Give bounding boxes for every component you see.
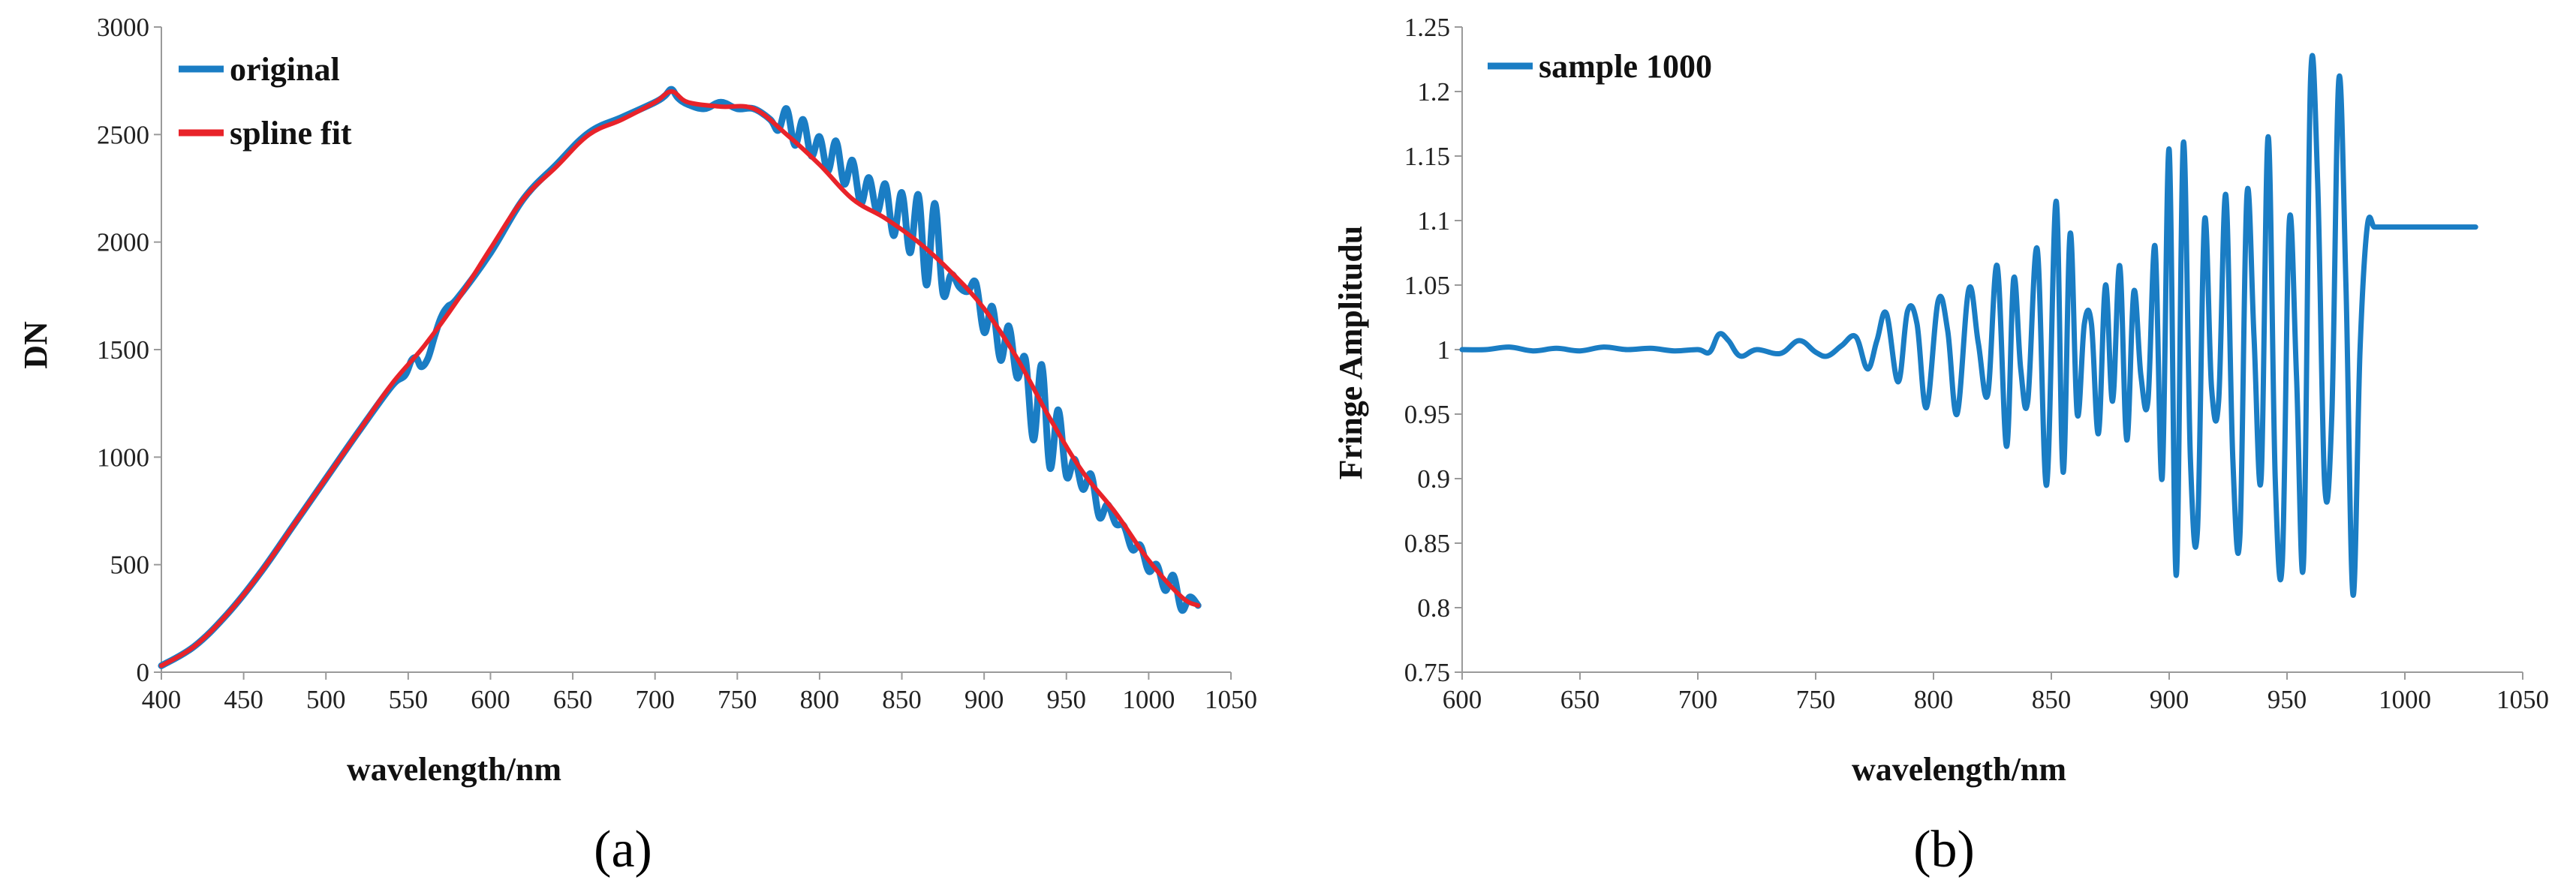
a-x-tick-label: 1050 [1205, 685, 1257, 714]
b-series-group [1459, 53, 2478, 598]
a-y-tick-label: 1500 [97, 335, 149, 365]
b-series-line-sample-1000 [1459, 53, 2478, 598]
b-y-tick-label: 0.8 [1417, 593, 1450, 623]
a-y-tick-label: 2500 [97, 120, 149, 149]
chart-a: 0 500 1000 1500 2000 2500 3000 400 450 500 550 600 6… [17, 13, 1257, 878]
a-x-tick-label: 950 [1047, 685, 1087, 714]
b-x-tick-label: 800 [1914, 685, 1954, 714]
b-x-tick-label: 850 [2032, 685, 2072, 714]
b-y-tick-label: 1.15 [1404, 142, 1450, 171]
a-x-tick-label: 1000 [1122, 685, 1175, 714]
a-y-tick-label: 3000 [97, 13, 149, 42]
a-x-tick-label: 700 [635, 685, 675, 714]
b-x-axis-title: wavelength/nm [1852, 751, 2066, 788]
b-x-tick-label: 750 [1796, 685, 1836, 714]
a-y-tick-label: 500 [110, 551, 150, 580]
a-y-tick-label: 0 [137, 658, 150, 687]
b-legend-label-sample: sample 1000 [1539, 48, 1712, 85]
a-series-group [158, 86, 1202, 669]
b-y-tick-label: 0.95 [1404, 400, 1450, 429]
a-y-tick-label: 2000 [97, 228, 149, 257]
a-tick-labels: 0 500 1000 1500 2000 2500 3000 400 450 500 550 600 6… [97, 13, 1257, 714]
a-panel-label: (a) [594, 821, 652, 878]
a-series-line-spline-fit [159, 89, 1201, 668]
b-y-tick-label: 0.75 [1404, 658, 1450, 687]
a-legend-label-original: original [230, 51, 340, 88]
a-axis-group [154, 26, 1232, 680]
a-x-tick-label: 650 [553, 685, 593, 714]
b-x-tick-label: 650 [1560, 685, 1600, 714]
b-x-tick-label: 1050 [2496, 685, 2549, 714]
a-y-axis-title: DN [17, 321, 54, 369]
b-y-tick-label: 0.85 [1404, 529, 1450, 558]
b-x-tick-label: 950 [2268, 685, 2307, 714]
b-x-tick-label: 900 [2150, 685, 2189, 714]
a-x-tick-label: 850 [882, 685, 922, 714]
b-x-tick-label: 600 [1443, 685, 1482, 714]
a-legend: original spline fit [179, 51, 352, 152]
a-x-tick-label: 800 [800, 685, 840, 714]
a-x-tick-label: 750 [718, 685, 757, 714]
a-x-tick-label: 550 [389, 685, 429, 714]
a-x-axis-title: wavelength/nm [347, 751, 561, 788]
a-y-tick-label: 1000 [97, 443, 149, 472]
b-x-tick-label: 1000 [2379, 685, 2431, 714]
b-y-tick-label: 1.2 [1417, 77, 1450, 107]
b-y-tick-label: 1.1 [1417, 206, 1450, 236]
b-y-tick-label: 1 [1437, 335, 1451, 365]
b-y-tick-label: 1.25 [1404, 13, 1450, 42]
chart-b: 0.75 0.8 0.85 0.9 0.95 1 1.05 1.1 1.15 1.2 1.25 600… [1332, 13, 2549, 878]
b-tick-labels: 0.75 0.8 0.85 0.9 0.95 1 1.05 1.1 1.15 1.2 1.25 600… [1404, 13, 2549, 714]
a-x-tick-label: 900 [964, 685, 1004, 714]
b-legend: sample 1000 [1488, 48, 1712, 85]
a-x-tick-label: 500 [306, 685, 346, 714]
a-x-tick-label: 400 [142, 685, 182, 714]
a-x-tick-label: 450 [224, 685, 263, 714]
a-series-line-original [158, 86, 1202, 669]
b-y-tick-label: 0.9 [1417, 464, 1450, 494]
a-x-tick-label: 600 [471, 685, 510, 714]
a-legend-label-spline: spline fit [230, 115, 352, 152]
b-y-axis-title: Fringe Amplitudu [1332, 226, 1369, 480]
b-x-tick-label: 700 [1678, 685, 1718, 714]
b-panel-label: (b) [1913, 821, 1975, 878]
b-y-tick-label: 1.05 [1404, 271, 1450, 300]
